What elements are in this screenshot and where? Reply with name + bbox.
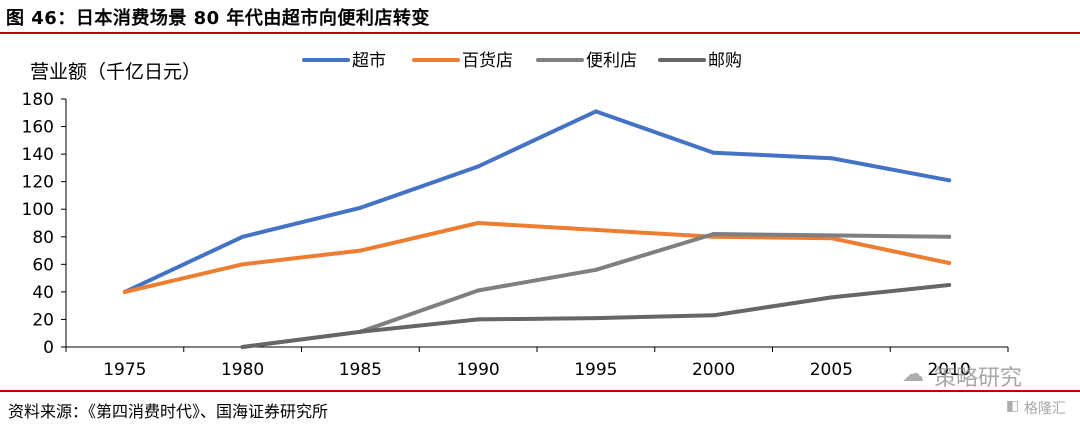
- wechat-watermark: 策略研究: [934, 366, 1023, 391]
- x-tick-label: 1980: [221, 360, 264, 380]
- data-point: [711, 150, 716, 155]
- data-point: [358, 329, 363, 334]
- y-tick-label: 100: [22, 200, 54, 220]
- data-point: [947, 260, 952, 265]
- figure-title: 图 46：日本消费场景 80 年代由超市向便利店转变: [6, 8, 430, 29]
- legend: 超市 百货店 便利店 邮购: [302, 51, 742, 71]
- series-line-4: [240, 283, 952, 349]
- data-point: [476, 164, 481, 169]
- data-point: [829, 295, 834, 300]
- y-tick-label: 160: [22, 118, 54, 138]
- source-note: 资料来源：《第四消费时代》、国海证券研究所: [8, 402, 329, 421]
- series-line-2: [122, 221, 952, 294]
- data-point: [947, 283, 952, 287]
- data-point: [947, 234, 952, 239]
- series-layer: [122, 109, 952, 349]
- legend-label: 便利店: [586, 51, 637, 71]
- data-point: [593, 267, 598, 272]
- y-tick-label: 40: [32, 283, 54, 303]
- data-point: [240, 345, 245, 349]
- y-axis-label: 营业额（千亿日元）: [30, 61, 201, 83]
- y-tick-label: 120: [22, 173, 54, 193]
- data-point: [593, 227, 598, 232]
- data-point: [122, 289, 127, 294]
- x-tick-label: 1995: [574, 360, 617, 380]
- source-divider: [0, 390, 1080, 392]
- y-axis: 0 20 40 60 80 100 120 140 160 180: [22, 90, 67, 358]
- y-tick-label: 140: [22, 145, 54, 165]
- gelonghui-watermark: 格隆汇: [1024, 401, 1066, 417]
- x-tick-label: 1990: [456, 360, 499, 380]
- data-point: [358, 248, 363, 253]
- y-tick-label: 180: [22, 90, 54, 110]
- data-point: [358, 205, 363, 210]
- data-point: [476, 317, 481, 322]
- x-tick-label: 2005: [810, 360, 853, 380]
- figure-title-bar: 图 46：日本消费场景 80 年代由超市向便利店转变: [0, 0, 1080, 34]
- legend-label: 邮购: [708, 51, 742, 71]
- x-tick-label: 1975: [103, 360, 146, 380]
- data-point: [947, 178, 952, 183]
- x-tick-label: 1985: [339, 360, 382, 380]
- legend-label: 百货店: [462, 51, 513, 71]
- gelonghui-logo-icon: ◧: [1006, 398, 1020, 414]
- x-tick-label: 2010: [927, 360, 970, 380]
- y-tick-label: 20: [32, 310, 54, 330]
- data-point: [240, 262, 245, 267]
- data-point: [711, 232, 716, 237]
- data-point: [829, 156, 834, 161]
- data-point: [711, 313, 716, 318]
- series-line-1: [122, 109, 952, 294]
- legend-label: 超市: [352, 51, 386, 71]
- x-tick-label: 2000: [692, 360, 735, 380]
- data-point: [593, 109, 598, 114]
- data-point: [593, 316, 598, 321]
- x-axis: 1975 1980 1985 1990 1995 2000 2005 2010: [65, 346, 1009, 380]
- data-point: [240, 234, 245, 239]
- y-tick-label: 0: [43, 338, 54, 358]
- data-point: [829, 233, 834, 238]
- data-point: [476, 221, 481, 225]
- y-tick-label: 60: [32, 255, 54, 275]
- y-tick-label: 80: [32, 228, 54, 248]
- data-point: [476, 288, 481, 293]
- wechat-icon: ☁: [902, 362, 924, 387]
